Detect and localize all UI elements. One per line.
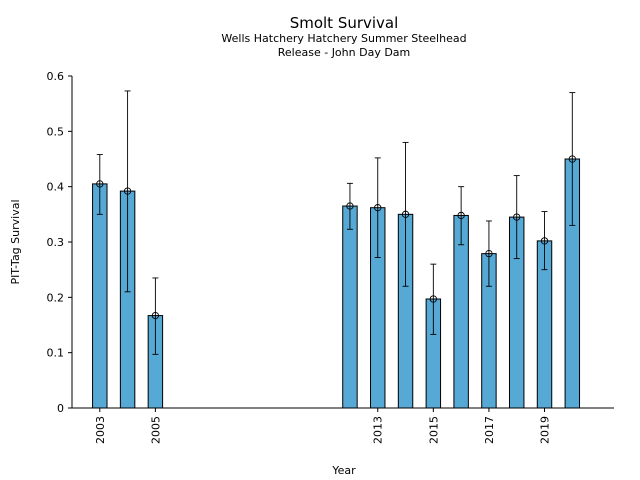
point-marker-2018 — [513, 213, 521, 221]
chart-title: Smolt Survival — [290, 14, 399, 32]
x-tick-label: 2005 — [149, 416, 162, 444]
point-marker-2013 — [374, 204, 382, 212]
y-axis-label: PIT-Tag Survival — [9, 199, 22, 284]
y-tick-label: 0.5 — [47, 125, 65, 138]
point-marker-2003 — [96, 180, 104, 188]
x-tick-label: 2013 — [372, 416, 385, 444]
error-bars-layer — [96, 90, 576, 355]
point-marker-2015 — [429, 295, 437, 303]
y-tick-label: 0.2 — [47, 291, 65, 304]
point-marker-2020 — [568, 155, 576, 163]
point-marker-2012 — [346, 202, 354, 210]
markers-layer — [96, 155, 576, 320]
point-marker-2014 — [401, 210, 410, 218]
point-marker-2017 — [485, 249, 493, 258]
point-marker-2019 — [540, 237, 549, 245]
y-tick-label: 0.3 — [47, 236, 65, 249]
y-tick-label: 0 — [57, 402, 64, 415]
x-tick-label: 2015 — [427, 416, 440, 444]
bars-layer — [92, 158, 581, 409]
point-marker-2004 — [123, 187, 132, 195]
y-tick-label: 0.6 — [47, 70, 65, 83]
x-tick-label: 2017 — [483, 416, 496, 444]
y-tick-label: 0.1 — [47, 347, 65, 360]
x-tick-label: 2019 — [539, 416, 552, 444]
y-axis-ticks: 0 0.1 0.2 0.3 0.4 0.5 0.6 — [47, 70, 72, 415]
y-tick-label: 0.4 — [47, 181, 65, 194]
x-axis-ticks: 2003 2005 2013 2015 2017 2019 — [94, 408, 552, 444]
bar-2012 — [342, 205, 358, 409]
x-tick-label: 2003 — [94, 416, 107, 444]
chart-subtitle-line-2: Release - John Day Dam — [278, 46, 411, 59]
point-marker-2016 — [457, 211, 465, 220]
point-marker-2005 — [151, 311, 160, 320]
x-axis-label: Year — [331, 464, 356, 477]
bar-2003 — [92, 183, 108, 409]
chart-subtitle-line-1: Wells Hatchery Hatchery Summer Steelhead — [221, 32, 466, 45]
